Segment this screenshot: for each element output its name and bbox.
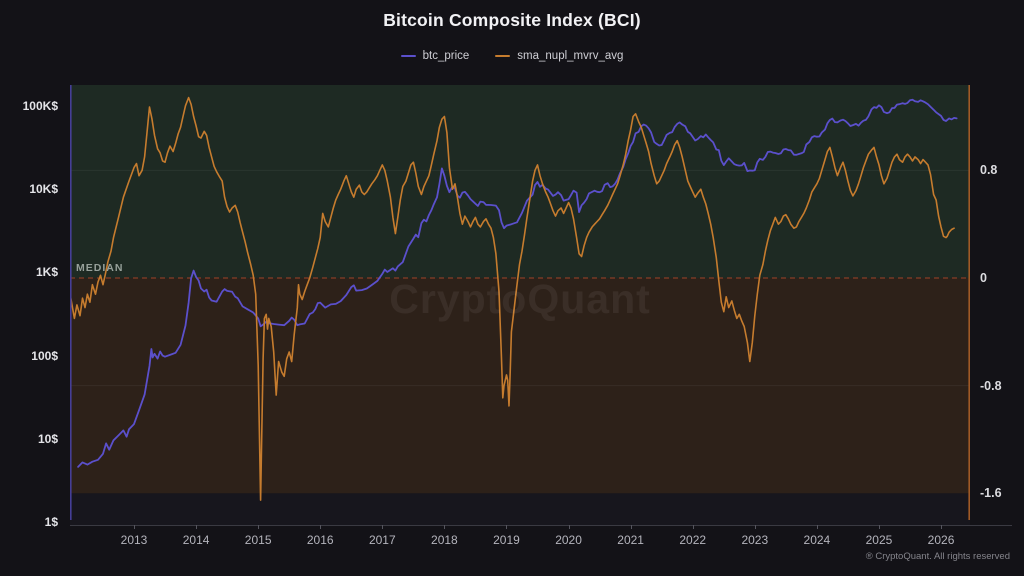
x-axis-tick: [258, 525, 260, 529]
chart-legend: btc_price sma_nupl_mvrv_avg: [0, 50, 1024, 62]
x-axis-year-label: 2024: [803, 533, 831, 547]
x-axis-year-label: 2020: [555, 533, 582, 547]
right-axis-tick-label: -0.8: [980, 378, 1002, 393]
plot-area[interactable]: [70, 85, 970, 525]
x-axis-tick: [878, 525, 880, 529]
x-axis-year-label: 2019: [493, 533, 520, 547]
legend-item-sma-nupl-mvrv-avg[interactable]: sma_nupl_mvrv_avg: [495, 50, 623, 62]
band-below-median: [70, 278, 970, 494]
x-axis-line: [70, 525, 1012, 526]
median-label: MEDIAN: [76, 262, 124, 274]
x-axis-year-label: 2014: [182, 533, 210, 547]
x-axis-tick: [506, 525, 508, 529]
x-axis-tick: [692, 525, 694, 529]
x-axis-tick: [382, 525, 384, 529]
page-title: Bitcoin Composite Index (BCI): [383, 10, 641, 30]
x-axis-year-label: 2026: [927, 533, 955, 547]
x-axis-year-label: 2022: [679, 533, 707, 547]
x-axis-tick: [816, 525, 818, 529]
band-bottom-strip: [70, 493, 970, 525]
x-axis-year-label: 2023: [741, 533, 769, 547]
legend-label: btc_price: [422, 50, 470, 62]
left-axis-tick-label: 10$: [37, 431, 58, 446]
sma_nupl_mvrv_avg-line: [70, 96, 955, 501]
left-axis-tick-label: 100$: [31, 348, 58, 363]
left-axis-tick-label: 1$: [44, 515, 58, 529]
copyright-text: ® CryptoQuant. All rights reserved: [865, 551, 1010, 562]
x-axis-year-label: 2015: [244, 533, 272, 547]
x-axis-year-label: 2025: [865, 533, 893, 547]
band-above-median: [70, 85, 970, 278]
legend-label: sma_nupl_mvrv_avg: [517, 50, 624, 62]
x-axis-tick: [444, 525, 446, 529]
x-axis-tick: [754, 525, 756, 529]
x-axis-year-label: 2018: [431, 533, 458, 547]
right-axis-tick-label: -1.6: [980, 486, 1002, 501]
x-axis-tick: [134, 525, 135, 529]
x-axis-year-label: 2021: [617, 533, 644, 547]
x-axis-year-label: 2013: [120, 533, 148, 547]
right-axis-tick-label: 0: [980, 271, 987, 285]
left-axis-tick-label: 10K$: [29, 182, 58, 197]
left-axis-tick-label: 1K$: [35, 265, 58, 280]
x-axis-tick: [568, 525, 570, 529]
x-axis-year-label: 2016: [306, 533, 334, 547]
x-axis-tick: [196, 525, 198, 529]
x-axis-tick: [941, 525, 943, 529]
chart-canvas: [70, 85, 970, 525]
legend-item-btc-price[interactable]: btc_price: [400, 50, 470, 62]
btc-price-line-swatch-icon: [400, 54, 416, 58]
right-axis-tick-label: 0.8: [980, 163, 998, 178]
x-axis-tick: [630, 525, 632, 529]
x-axis-tick: [320, 525, 322, 529]
sma-line-swatch-icon: [495, 54, 511, 58]
x-axis-year-label: 2017: [368, 533, 396, 547]
left-axis-tick-label: 100K$: [22, 99, 58, 113]
